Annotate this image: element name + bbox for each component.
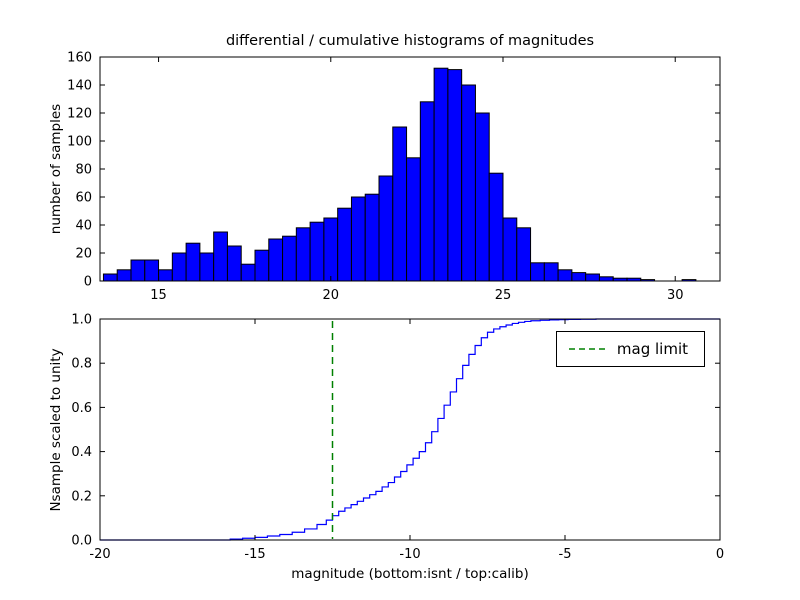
histogram-bars <box>102 67 697 282</box>
top-axes: 15 20 25 30 0 20 40 60 80 100 120 140 160 <box>67 51 721 303</box>
histogram-bar <box>392 126 408 282</box>
histogram-bar <box>144 259 160 282</box>
histogram-bar <box>226 245 242 282</box>
histogram-bar <box>598 276 614 282</box>
histogram-bar <box>199 252 215 282</box>
histogram-bar <box>447 69 463 282</box>
histogram-bar <box>185 242 201 282</box>
histogram-bar <box>502 217 518 282</box>
y-tick-label: 100 <box>67 135 92 150</box>
dashed-line-icon <box>568 348 605 350</box>
histogram-bar <box>254 249 270 282</box>
x-tick-label: -20 <box>89 547 110 562</box>
x-tick-label: 0 <box>716 547 724 562</box>
histogram-bar <box>585 273 600 282</box>
histogram-bar <box>461 84 476 282</box>
x-tick-label: 25 <box>495 288 512 303</box>
histogram-bar <box>116 269 132 282</box>
y-tick-label: 0 <box>84 275 92 290</box>
histogram-bar <box>309 221 325 282</box>
x-tick-label: 15 <box>150 288 167 303</box>
y-tick-label: 20 <box>75 247 92 262</box>
histogram-bar <box>433 67 449 282</box>
y-tick-label: 0.2 <box>71 489 92 504</box>
histogram-bar <box>240 263 256 282</box>
histogram-bar <box>323 217 339 282</box>
y-tick-label: 0.8 <box>71 357 92 372</box>
histogram-bar <box>158 269 173 282</box>
histogram-bar <box>419 101 435 282</box>
x-axis-label: magnitude (bottom:isnt / top:calib) <box>291 566 529 582</box>
y-tick-label: 0.4 <box>71 445 92 460</box>
chart-title: differential / cumulative histograms of … <box>225 33 595 49</box>
histogram-bar <box>488 172 504 282</box>
y-tick-label: 1.0 <box>71 313 92 328</box>
y-tick-label: 0.6 <box>71 401 92 416</box>
histogram-bar <box>171 252 187 282</box>
histogram-bar <box>268 238 284 282</box>
histogram-bar <box>350 196 366 282</box>
histogram-bar <box>130 259 146 282</box>
histogram-bar <box>474 112 490 282</box>
y-tick-label: 160 <box>67 51 92 66</box>
y-tick-label: 80 <box>75 163 92 178</box>
bottom-axes: -20 -15 -10 -5 0 0.0 0.2 0.4 0.6 0.8 1.0 <box>71 313 724 563</box>
histogram-bar <box>378 175 394 282</box>
histogram-bar <box>530 262 545 282</box>
histogram-bar <box>213 231 228 282</box>
y-tick-label: 60 <box>75 191 92 206</box>
x-tick-label: 30 <box>667 288 684 303</box>
y-tick-label: 0.0 <box>71 534 92 549</box>
legend-label-mag-limit: mag limit <box>616 340 688 358</box>
x-tick-label: -10 <box>399 547 420 562</box>
histogram-bar <box>295 227 311 282</box>
histogram-bar <box>571 272 587 282</box>
x-tick-label: -15 <box>244 547 265 562</box>
histogram-bar <box>557 269 573 282</box>
cumulative-line <box>100 318 720 541</box>
histogram-bar <box>337 207 352 282</box>
histogram-bar <box>406 157 421 282</box>
legend: mag limit <box>555 331 705 367</box>
x-tick-label: -5 <box>559 547 572 562</box>
y-tick-label: 40 <box>75 219 92 234</box>
y-tick-label: 120 <box>67 107 92 122</box>
histogram-bar <box>516 227 532 282</box>
histogram-bar <box>543 262 559 282</box>
y-tick-label: 140 <box>67 79 92 94</box>
histogram-bar <box>282 235 297 282</box>
x-tick-label: 20 <box>323 288 340 303</box>
histogram-bar <box>364 193 380 282</box>
histogram-bar <box>102 273 118 282</box>
